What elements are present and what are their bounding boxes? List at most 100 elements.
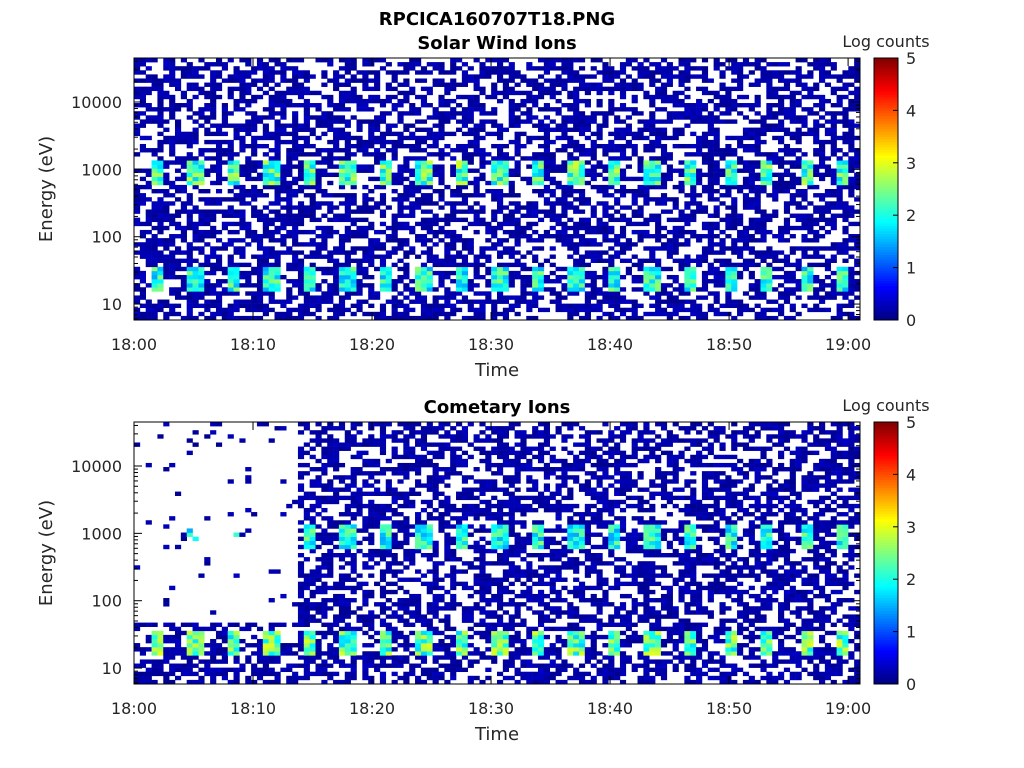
- heatmap-cell: [415, 234, 422, 239]
- heatmap-cell: [268, 94, 275, 100]
- heatmap-cell: [520, 295, 527, 300]
- heatmap-cell: [379, 115, 387, 120]
- heatmap-cell: [766, 70, 773, 75]
- heatmap-cell: [274, 209, 281, 214]
- heatmap-cell: [684, 78, 691, 83]
- heatmap-cell: [221, 246, 228, 251]
- heatmap-cell: [420, 94, 428, 100]
- heatmap-cell: [420, 242, 428, 247]
- heatmap-cell: [725, 311, 732, 317]
- heatmap-cell: [467, 119, 474, 124]
- heatmap-cell: [655, 229, 662, 235]
- heatmap-cell: [409, 209, 416, 214]
- heatmap-cell: [760, 164, 767, 169]
- heatmap-cell: [637, 266, 644, 272]
- heatmap-cell: [824, 156, 832, 161]
- heatmap-cell: [344, 283, 351, 288]
- heatmap-cell: [420, 315, 428, 321]
- heatmap-cell: [192, 111, 199, 116]
- heatmap-cell: [215, 311, 223, 317]
- heatmap-cell: [151, 168, 158, 173]
- heatmap-cell: [514, 303, 521, 309]
- heatmap-cell: [491, 246, 498, 251]
- heatmap-cell: [830, 90, 837, 96]
- heatmap-cell: [350, 160, 357, 165]
- heatmap-cell: [157, 107, 164, 112]
- heatmap-cell: [684, 123, 691, 128]
- heatmap-cell: [338, 156, 346, 161]
- heatmap-cell: [502, 193, 509, 198]
- heatmap-cell: [643, 180, 650, 186]
- heatmap-cell: [169, 148, 176, 153]
- heatmap-cell: [368, 94, 375, 100]
- heatmap-cell: [719, 238, 726, 243]
- heatmap-cell: [631, 201, 638, 206]
- heatmap-cell: [701, 283, 709, 288]
- heatmap-cell: [280, 74, 287, 79]
- heatmap-cell: [748, 143, 755, 149]
- heatmap-cell: [379, 184, 387, 190]
- heatmap-cell: [573, 180, 580, 186]
- heatmap-cell: [842, 217, 849, 223]
- heatmap-cell: [754, 184, 761, 190]
- heatmap-cell: [186, 291, 193, 296]
- heatmap-cell: [625, 221, 632, 227]
- heatmap-cell: [555, 111, 562, 116]
- heatmap-cell: [537, 238, 545, 243]
- heatmap-cell: [725, 217, 732, 223]
- heatmap-cell: [456, 168, 463, 173]
- heatmap-cell: [438, 164, 445, 169]
- heatmap-cell: [233, 283, 240, 288]
- heatmap-cell: [450, 234, 457, 239]
- heatmap-cell: [578, 193, 586, 198]
- heatmap-cell: [590, 119, 597, 124]
- heatmap-cell: [403, 197, 410, 202]
- heatmap-cell: [420, 295, 428, 300]
- heatmap-cell: [333, 213, 340, 218]
- heatmap-cell: [813, 303, 820, 309]
- heatmap-cell: [684, 180, 691, 186]
- heatmap-cell: [731, 279, 738, 284]
- heatmap-cell: [813, 62, 820, 67]
- heatmap-cell: [690, 172, 697, 178]
- heatmap-cell: [555, 98, 562, 104]
- heatmap-cell: [813, 82, 820, 87]
- heatmap-cell: [532, 164, 539, 169]
- heatmap-cell: [690, 184, 697, 190]
- heatmap-cell: [561, 168, 568, 173]
- heatmap-cell: [584, 229, 591, 235]
- heatmap-cell: [444, 303, 451, 309]
- heatmap-cell: [696, 98, 703, 104]
- heatmap-cell: [333, 217, 340, 223]
- heatmap-cell: [145, 254, 152, 259]
- heatmap-cell: [731, 58, 738, 63]
- heatmap-cell: [297, 287, 305, 292]
- heatmap-cell: [637, 287, 644, 292]
- heatmap-cell: [163, 193, 170, 198]
- heatmap-cell: [491, 168, 498, 173]
- heatmap-cell: [608, 283, 615, 288]
- heatmap-cell: [678, 78, 685, 83]
- heatmap-cell: [280, 205, 287, 210]
- heatmap-cell: [701, 221, 709, 227]
- heatmap-cell: [672, 74, 679, 79]
- heatmap-cell: [573, 164, 580, 169]
- heatmap-cell: [286, 307, 293, 313]
- heatmap-cell: [830, 62, 837, 67]
- heatmap-cell: [813, 254, 820, 259]
- heatmap-cell: [701, 250, 709, 255]
- heatmap-cell: [467, 127, 474, 132]
- heatmap-cell: [286, 103, 293, 108]
- heatmap-cell: [286, 234, 293, 239]
- heatmap-cell: [198, 66, 205, 71]
- heatmap-cell: [684, 62, 691, 67]
- heatmap-cell: [338, 193, 346, 198]
- heatmap-cell: [737, 168, 744, 173]
- heatmap-cell: [368, 250, 375, 255]
- heatmap-cell: [274, 254, 281, 259]
- heatmap-cell: [754, 225, 761, 231]
- heatmap-cell: [578, 131, 586, 137]
- heatmap-cell: [409, 291, 416, 296]
- heatmap-cell: [754, 303, 761, 309]
- heatmap-cell: [251, 238, 258, 243]
